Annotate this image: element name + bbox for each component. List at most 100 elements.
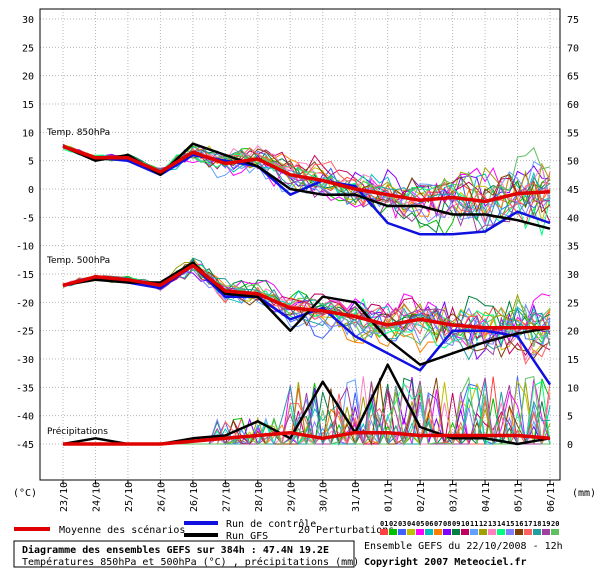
right-tick-label: 30 (567, 270, 579, 281)
pert-number: 09 (452, 520, 460, 528)
footer-box (13, 540, 355, 568)
pert-number: 10 (461, 520, 469, 528)
left-tick-label: 15 (22, 100, 34, 111)
series-t850-0 (62, 144, 551, 204)
footer-title: Diagramme des ensembles GEFS sur 384h : … (22, 544, 329, 556)
main-series-lines (62, 142, 552, 446)
left-tick-label: 20 (22, 72, 34, 83)
pert-number: 17 (524, 520, 532, 528)
pert-swatch (479, 529, 487, 535)
left-tick-label: 5 (28, 157, 34, 168)
x-tick-label: 27/10 (221, 482, 232, 512)
x-tick-label: 24/10 (91, 482, 102, 512)
pert-swatch (506, 529, 514, 535)
left-tick-label: 25 (22, 43, 34, 54)
x-tick-label: 23/10 (59, 482, 70, 512)
left-tick-label: -40 (16, 412, 34, 423)
right-tick-label: 20 (567, 327, 579, 338)
legend-control-label: Run de contrôle (226, 518, 316, 530)
panel-label-precip: Précipitations (47, 426, 108, 437)
x-tick-label: 28/10 (254, 482, 265, 512)
right-tick-label: 5 (567, 412, 573, 423)
pert-swatch (551, 529, 559, 535)
panel-label-t850: Temp. 850hPa (46, 128, 110, 138)
right-tick-label: 55 (567, 128, 579, 139)
x-tick-label: 31/10 (351, 482, 362, 512)
pert-number: 07 (434, 520, 442, 528)
right-tick-label: 0 (567, 440, 573, 451)
pert-number: 06 (425, 520, 433, 528)
x-tick-label: 06/11 (546, 482, 557, 512)
pert-swatch (425, 529, 433, 535)
plot-frame (39, 8, 561, 481)
x-tick-label: 04/11 (481, 482, 492, 512)
pert-swatch (416, 529, 424, 535)
pert-number: 20 (551, 520, 559, 528)
footer-subtitle: Températures 850hPa et 500hPa (°C) , pré… (22, 556, 359, 568)
pert-number: 03 (398, 520, 406, 528)
legend: Moyenne des scénarios Run de contrôle Ru… (14, 518, 559, 542)
legend-mean-label: Moyenne des scénarios (59, 524, 185, 536)
pert-number: 16 (515, 520, 523, 528)
right-tick-label: 70 (567, 43, 579, 54)
panel-label-t500: Temp. 500hPa (46, 256, 110, 266)
x-tick-label: 29/10 (286, 482, 297, 512)
pert-number: 19 (542, 520, 550, 528)
pert-number: 02 (389, 520, 397, 528)
pert-swatch (407, 529, 415, 535)
pert-swatch (533, 529, 541, 535)
pert-number: 05 (416, 520, 424, 528)
pert-number: 13 (488, 520, 496, 528)
left-tick-label: -10 (16, 242, 34, 253)
left-tick-label: -5 (22, 213, 34, 224)
x-tick-label: 26/10 (189, 482, 200, 512)
right-tick-label: 50 (567, 157, 579, 168)
left-y-axis: 30 25 20 15 10 5 0 -5 -10 -15 -20 -25 -30 -35 -40 -45 (16, 15, 34, 451)
pert-swatch (542, 529, 550, 535)
left-tick-label: -20 (16, 298, 34, 309)
pert-swatch (443, 529, 451, 535)
legend-gfs-label: Run GFS (226, 531, 268, 542)
pert-number: 01 (380, 520, 388, 528)
pert-number: 08 (443, 520, 451, 528)
x-tick-label: 05/11 (514, 482, 525, 512)
series-t850-1 (62, 145, 551, 236)
footer-copyright: Copyright 2007 Meteociel.fr (364, 556, 527, 568)
right-tick-label: 60 (567, 100, 579, 111)
left-tick-label: -35 (16, 383, 34, 394)
pert-number: 12 (479, 520, 487, 528)
pert-number: 11 (470, 520, 478, 528)
left-tick-label: -45 (16, 440, 34, 451)
x-tick-label: 26/10 (156, 482, 167, 512)
x-tick-label: 25/10 (124, 482, 135, 512)
pert-swatch (470, 529, 478, 535)
pert-number: 18 (533, 520, 541, 528)
pert-number: 14 (497, 520, 505, 528)
right-tick-label: 10 (567, 383, 579, 394)
left-tick-label: -30 (16, 355, 34, 366)
pert-swatch (452, 529, 460, 535)
legend-perturbations-label: 20 Perturbations (298, 525, 394, 536)
x-tick-label: 30/10 (319, 482, 330, 512)
left-tick-label: -25 (16, 327, 34, 338)
perturbation-swatches: 01 02 03 04 05 06 07 08 09 10 11 12 13 14 15 16 17 18 19 20 (380, 520, 559, 535)
series-t500-0 (62, 263, 550, 330)
pert-swatch (497, 529, 505, 535)
left-tick-label: 30 (22, 15, 34, 26)
pert-swatch (515, 529, 523, 535)
x-axis: 23/10 24/10 25/10 26/10 26/10 27/10 28/10 29/10… (59, 480, 557, 512)
right-tick-label: 65 (567, 72, 579, 83)
pert-swatch (524, 529, 532, 535)
x-tick-label: 03/11 (449, 482, 460, 512)
left-unit-label: (°C) (13, 488, 37, 499)
x-tick-label: 02/11 (416, 482, 427, 512)
x-tick-label: 01/11 (384, 482, 395, 512)
right-unit-label: (mm) (572, 488, 596, 499)
right-tick-label: 15 (567, 355, 579, 366)
left-tick-label: 0 (28, 185, 34, 196)
pert-swatch (434, 529, 442, 535)
right-tick-label: 40 (567, 213, 579, 224)
pert-swatch (488, 529, 496, 535)
